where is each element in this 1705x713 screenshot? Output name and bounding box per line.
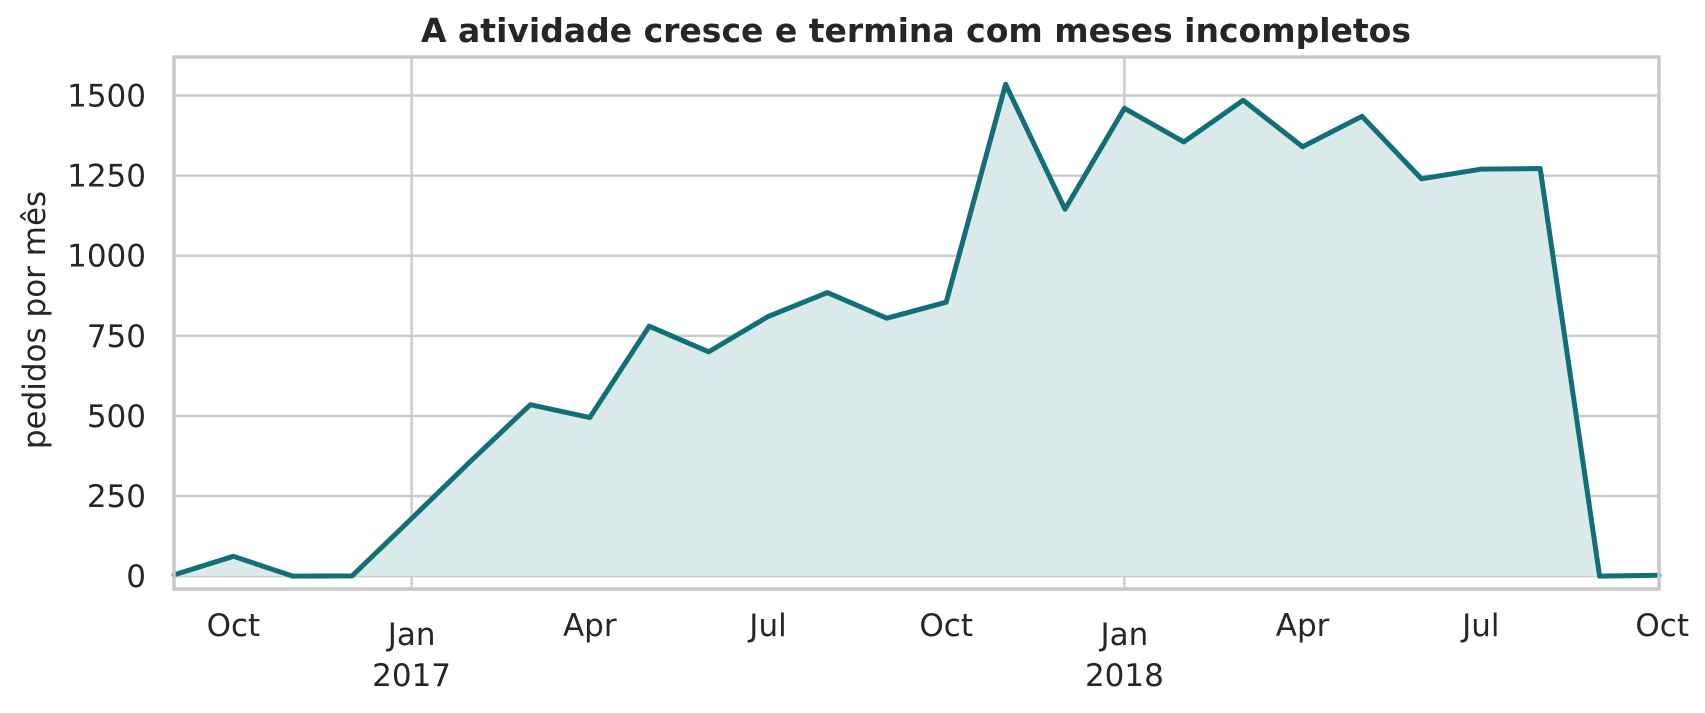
y-tick-label: 750 [87,319,146,355]
x-tick-label: Jul [747,608,786,644]
y-tick-label: 250 [87,479,146,515]
x-tick-label: Oct [207,608,261,644]
y-tick-label: 1250 [67,159,146,195]
y-tick-label: 1500 [67,78,146,114]
x-tick-year-label: 2017 [372,658,451,694]
series-line [171,81,1662,579]
x-tick-labels: Oct Jan 2017 Apr Jul Oct Jan 2018 Apr Jul Oct [207,608,1689,694]
x-tick-label: Jul [1460,608,1499,644]
x-tick-label: Jan [386,617,436,653]
x-tick-label: Oct [919,608,973,644]
y-tick-labels: 0 250 500 750 1000 1250 1500 [67,78,146,595]
x-tick-label: Apr [1276,608,1330,644]
plot-frame [172,55,1661,591]
x-tick-label: Apr [563,608,617,644]
y-tick-label: 1000 [67,239,146,275]
y-tick-label: 500 [87,399,146,435]
area-fill [174,84,1659,577]
chart-title: A atividade cresce e termina com meses i… [421,11,1411,50]
y-tick-label: 0 [126,559,146,595]
x-tick-year-label: 2018 [1085,658,1164,694]
y-axis-label: pedidos por mês [17,191,53,449]
x-tick-label: Jan [1099,617,1149,653]
x-tick-label: Oct [1635,608,1689,644]
